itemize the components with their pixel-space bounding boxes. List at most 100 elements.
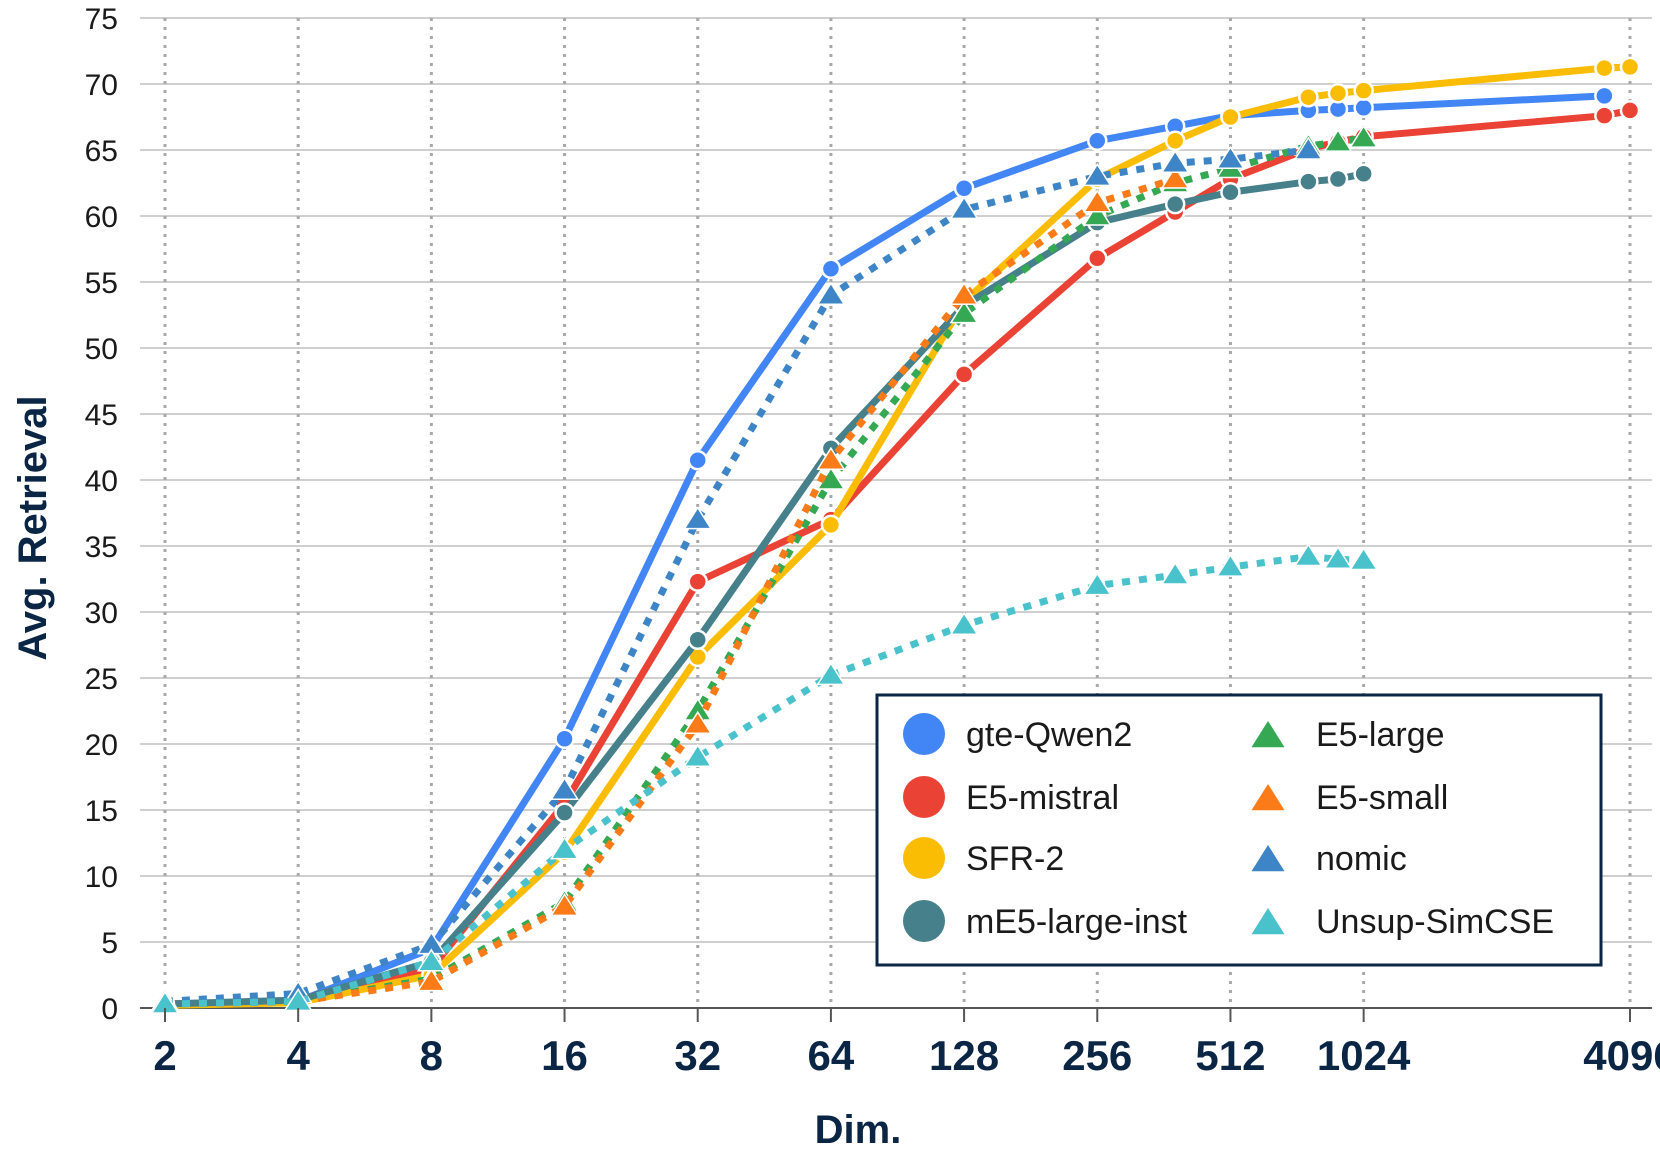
- data-point-e5-small: [416, 968, 446, 992]
- data-point-me5-large-inst: [1353, 163, 1374, 185]
- y-tick-label: 20: [85, 729, 118, 762]
- legend-label: Unsup-SimCSE: [1316, 903, 1554, 941]
- data-point-e5-large: [949, 300, 979, 324]
- y-axis-title: Avg. Retrieval: [11, 395, 55, 660]
- y-axis-ticks: 0 5 10 15 20 25 30 35 40 45 50 55 60 65 70 75: [85, 3, 118, 1026]
- data-point-e5-mistral: [1087, 247, 1108, 269]
- x-tick-label: 4096: [1583, 1032, 1660, 1079]
- y-tick-label: 25: [85, 663, 118, 696]
- legend-item-unsup-simcse: Unsup-SimCSE: [1251, 903, 1554, 941]
- data-point-unsup-simcse: [1349, 547, 1379, 571]
- y-tick-label: 65: [85, 135, 118, 168]
- legend-label: E5-large: [1316, 716, 1445, 754]
- data-point-unsup-simcse: [1293, 543, 1323, 567]
- legend-item-e5-mistral: E5-mistral: [903, 776, 1119, 818]
- legend-item-e5-small: E5-small: [1251, 779, 1448, 817]
- x-tick-label: 256: [1062, 1032, 1132, 1079]
- legend-label: SFR-2: [966, 840, 1064, 878]
- data-point-me5-large-inst: [687, 629, 708, 650]
- data-point-unsup-simcse: [1323, 545, 1353, 569]
- legend-swatch: [903, 900, 945, 942]
- legend-swatch: [903, 837, 945, 879]
- data-point-nomic: [949, 195, 979, 220]
- legend-item-me5-large-inst: mE5-large-inst: [903, 900, 1188, 942]
- x-axis-ticks: 2 4 8 16 32 64 128 256 512 1024 4096: [153, 1008, 1660, 1079]
- y-tick-label: 50: [85, 333, 118, 366]
- x-axis-title: Dim.: [815, 1108, 902, 1152]
- x-tick-label: 16: [541, 1032, 588, 1079]
- y-tick-label: 60: [85, 201, 118, 234]
- data-point-unsup-simcse: [949, 611, 979, 635]
- data-point-sfr-2: [1164, 130, 1186, 152]
- data-point-nomic: [1160, 149, 1190, 173]
- y-tick-label: 55: [85, 267, 118, 300]
- data-point-e5-mistral: [1619, 100, 1641, 121]
- x-tick-label: 64: [808, 1032, 855, 1079]
- legend-label: E5-small: [1316, 779, 1448, 817]
- data-point-me5-large-inst: [1327, 168, 1349, 190]
- data-point-e5-mistral: [1594, 105, 1615, 126]
- data-point-gte-qwen2: [687, 449, 708, 471]
- data-point-sfr-2: [1220, 106, 1241, 128]
- data-point-sfr-2: [820, 514, 842, 536]
- x-tick-label: 32: [674, 1032, 721, 1079]
- x-tick-label: 1024: [1317, 1032, 1411, 1079]
- y-tick-label: 45: [85, 399, 118, 432]
- data-point-e5-small: [1160, 165, 1190, 189]
- data-point-gte-qwen2: [953, 178, 975, 199]
- data-point-sfr-2: [1594, 57, 1615, 79]
- y-tick-label: 75: [85, 3, 118, 36]
- y-tick-label: 40: [85, 465, 118, 498]
- data-point-e5-mistral: [953, 364, 975, 385]
- y-tick-label: 10: [85, 861, 118, 894]
- data-point-nomic: [549, 776, 580, 800]
- legend-swatch: [1251, 721, 1285, 748]
- y-tick-label: 35: [85, 531, 118, 564]
- data-point-unsup-simcse: [683, 743, 713, 767]
- legend-label: E5-mistral: [966, 779, 1119, 817]
- y-tick-label: 30: [85, 597, 118, 630]
- data-point-unsup-simcse: [549, 836, 580, 860]
- data-point-me5-large-inst: [1164, 193, 1186, 215]
- data-point-gte-qwen2: [1594, 85, 1615, 107]
- legend-swatch: [903, 713, 945, 755]
- data-point-gte-qwen2: [1087, 130, 1108, 152]
- data-point-unsup-simcse: [416, 948, 446, 972]
- legend: gte-Qwen2 E5-mistral SFR-2 mE5-large-inst E5…: [875, 693, 1603, 967]
- legend-box: [875, 693, 1603, 967]
- y-tick-label: 70: [85, 69, 118, 102]
- y-tick-label: 15: [85, 795, 118, 828]
- data-point-e5-small: [549, 892, 580, 917]
- data-point-sfr-2: [1619, 56, 1641, 78]
- legend-item-gte-qwen2: gte-Qwen2: [903, 713, 1132, 755]
- x-tick-label: 4: [287, 1032, 311, 1079]
- data-point-unsup-simcse: [1082, 572, 1112, 596]
- y-tick-label: 5: [101, 927, 118, 960]
- data-point-nomic: [816, 281, 846, 305]
- x-tick-label: 512: [1195, 1032, 1265, 1079]
- data-point-sfr-2: [1327, 82, 1349, 104]
- data-point-e5-small: [683, 710, 713, 734]
- data-point-gte-qwen2: [1353, 97, 1374, 119]
- data-point-e5-mistral: [687, 571, 708, 592]
- data-point-me5-large-inst: [1220, 181, 1241, 203]
- data-point-me5-large-inst: [1298, 171, 1319, 192]
- data-point-e5-small: [1082, 189, 1112, 213]
- data-point-sfr-2: [1298, 86, 1319, 108]
- legend-swatch: [1251, 908, 1285, 935]
- data-point-e5-large: [1349, 124, 1379, 148]
- data-point-nomic: [1293, 136, 1323, 160]
- series-unsup-simcse: [150, 543, 1379, 1014]
- legend-swatch: [1251, 784, 1285, 811]
- data-point-nomic: [683, 506, 713, 530]
- data-point-nomic: [1215, 145, 1246, 169]
- data-point-gte-qwen2: [820, 258, 842, 280]
- series-group: [150, 56, 1641, 1016]
- data-point-sfr-2: [1353, 80, 1374, 101]
- data-point-unsup-simcse: [1215, 553, 1246, 577]
- data-point-e5-small: [816, 446, 846, 470]
- legend-item-sfr-2: SFR-2: [903, 837, 1064, 879]
- data-point-gte-qwen2: [554, 728, 575, 749]
- data-point-nomic: [1082, 162, 1112, 187]
